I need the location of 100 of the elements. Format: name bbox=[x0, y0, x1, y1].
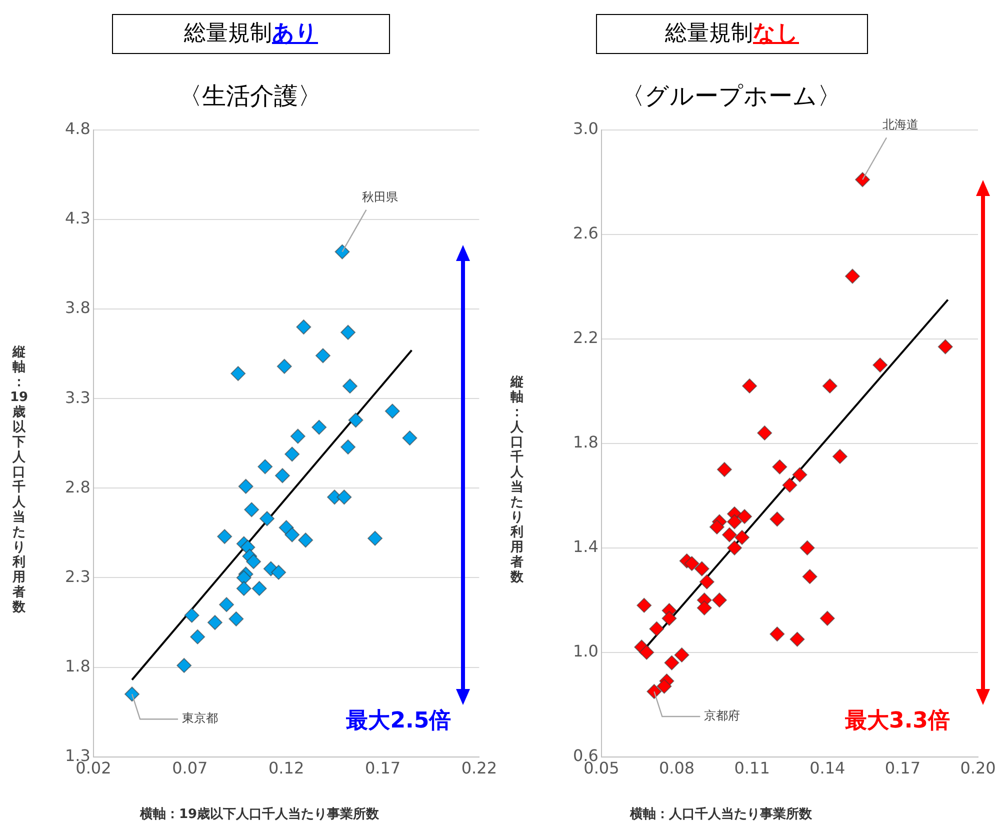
point bbox=[274, 468, 290, 484]
point bbox=[770, 626, 785, 642]
point bbox=[722, 527, 737, 542]
point bbox=[802, 569, 818, 584]
y-tick-label: 4.8 bbox=[64, 119, 90, 138]
y-tick-label: 2.6 bbox=[572, 224, 598, 243]
point bbox=[772, 459, 788, 474]
point bbox=[276, 358, 292, 374]
point bbox=[124, 686, 140, 702]
text: 縦軸：19歳以下人口千人当たり利用者数 bbox=[10, 345, 28, 615]
point bbox=[271, 564, 286, 580]
x-tick-label: 0.22 bbox=[461, 758, 497, 778]
point bbox=[674, 647, 690, 662]
point bbox=[176, 658, 192, 673]
x-tick-label: 0.17 bbox=[364, 758, 401, 778]
y-tick-label: 1.8 bbox=[572, 432, 598, 452]
annotation: 最大3.3倍 bbox=[844, 708, 950, 734]
y-tick-label: 3.8 bbox=[64, 298, 90, 318]
point bbox=[334, 244, 350, 260]
point bbox=[872, 358, 888, 373]
point bbox=[236, 570, 252, 586]
point bbox=[244, 502, 260, 518]
y-tick-label: 4.3 bbox=[64, 208, 90, 228]
annotation: 北海道 bbox=[882, 118, 919, 132]
point bbox=[639, 644, 654, 660]
point bbox=[800, 540, 815, 556]
y-tick-label: 1.8 bbox=[64, 656, 90, 676]
point bbox=[184, 608, 200, 623]
point bbox=[219, 597, 234, 612]
point bbox=[820, 610, 835, 626]
point bbox=[782, 478, 798, 493]
point bbox=[384, 404, 400, 419]
point bbox=[228, 611, 244, 626]
point bbox=[238, 478, 254, 494]
point bbox=[822, 378, 838, 394]
point bbox=[348, 412, 364, 428]
point bbox=[726, 540, 742, 556]
x-tick-label: 0.17 bbox=[884, 758, 920, 778]
point bbox=[726, 514, 742, 530]
point bbox=[662, 610, 677, 626]
x-tick-label: 0.20 bbox=[960, 758, 996, 778]
point bbox=[368, 530, 383, 546]
point bbox=[340, 324, 356, 340]
point bbox=[844, 268, 860, 284]
point bbox=[742, 378, 758, 394]
chart-title: 総量規制あり bbox=[184, 21, 318, 46]
point bbox=[296, 319, 312, 334]
y-tick-label: 3.0 bbox=[572, 119, 598, 138]
x-tick-label: 0.11 bbox=[734, 758, 770, 778]
point bbox=[217, 529, 232, 544]
point bbox=[284, 527, 300, 542]
point bbox=[770, 512, 785, 527]
point bbox=[298, 532, 314, 548]
annotation: 秋田県 bbox=[362, 190, 398, 204]
point bbox=[757, 425, 772, 440]
y-tick-label: 2.8 bbox=[64, 477, 90, 496]
point bbox=[649, 621, 664, 636]
point bbox=[684, 556, 700, 572]
chart-subtitle: 〈グループホーム〉 bbox=[620, 81, 842, 112]
point bbox=[190, 629, 206, 644]
x-axis-title: 横軸：19歳以下人口千人当たり事業所数 bbox=[140, 806, 380, 823]
chart-title: 総量規制なし bbox=[665, 21, 799, 46]
annotation: 東京都 bbox=[182, 711, 218, 726]
point bbox=[260, 511, 275, 526]
point bbox=[734, 530, 750, 545]
annotation: 京都府 bbox=[704, 708, 740, 723]
point bbox=[246, 554, 262, 570]
point bbox=[336, 490, 352, 505]
x-tick-label: 0.08 bbox=[658, 758, 695, 778]
point bbox=[664, 655, 680, 670]
point bbox=[709, 519, 724, 534]
point bbox=[938, 339, 953, 354]
point bbox=[855, 172, 870, 188]
point bbox=[790, 632, 805, 647]
point bbox=[737, 509, 752, 524]
point bbox=[340, 439, 356, 454]
point bbox=[312, 420, 327, 435]
point bbox=[258, 459, 273, 474]
y-tick-label: 1.4 bbox=[572, 537, 598, 556]
point bbox=[792, 467, 808, 482]
text: 縦軸：人口千人当たり利用者数 bbox=[510, 375, 524, 585]
point bbox=[712, 592, 727, 608]
point bbox=[656, 678, 672, 694]
point bbox=[284, 446, 300, 462]
point bbox=[694, 561, 710, 576]
x-axis-title: 横軸：人口千人当たり事業所数 bbox=[630, 806, 812, 823]
y-tick-label: 2.2 bbox=[572, 328, 598, 348]
point bbox=[646, 684, 662, 700]
point bbox=[236, 580, 252, 596]
y-tick-label: 2.3 bbox=[64, 566, 90, 586]
point bbox=[716, 462, 732, 478]
y-tick-label: 1.0 bbox=[572, 641, 598, 660]
point bbox=[252, 580, 267, 596]
point bbox=[402, 430, 418, 446]
point bbox=[832, 448, 848, 464]
annotation: 最大2.5倍 bbox=[345, 708, 452, 734]
point bbox=[207, 614, 222, 630]
x-tick-label: 0.14 bbox=[810, 758, 846, 778]
chart-subtitle: 〈生活介護〉 bbox=[177, 81, 323, 112]
x-tick-label: 0.12 bbox=[268, 758, 304, 778]
